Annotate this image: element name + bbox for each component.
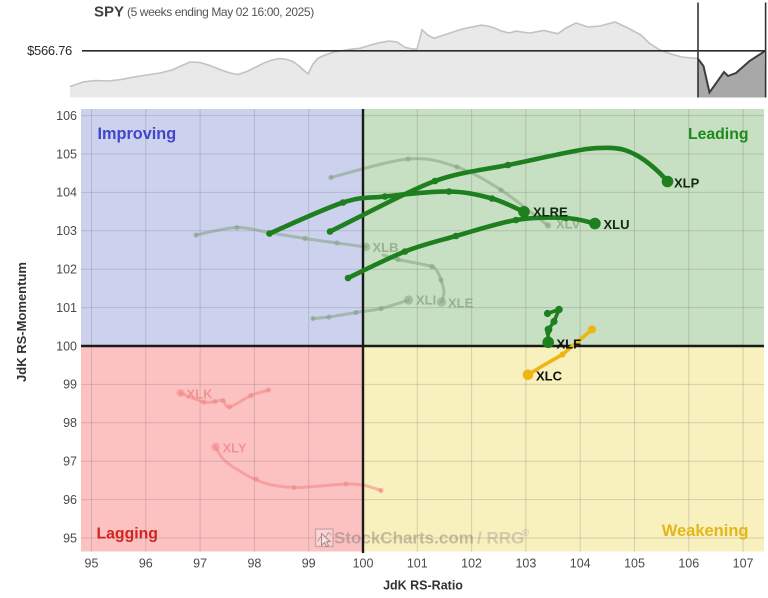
svg-text:106: 106 <box>56 109 77 123</box>
svg-text:Weakening: Weakening <box>662 522 749 540</box>
svg-text:106: 106 <box>678 557 699 571</box>
svg-text:95: 95 <box>63 531 77 545</box>
svg-text:102: 102 <box>56 263 77 277</box>
svg-text:100: 100 <box>353 557 374 571</box>
svg-text:103: 103 <box>56 224 77 238</box>
svg-text:JdK RS-Ratio: JdK RS-Ratio <box>383 579 463 593</box>
svg-text:Lagging: Lagging <box>97 526 158 543</box>
svg-text:99: 99 <box>63 378 77 392</box>
svg-text:96: 96 <box>139 557 153 571</box>
svg-text:XLI: XLI <box>416 293 436 308</box>
svg-text:96: 96 <box>63 493 77 507</box>
svg-text:®: ® <box>522 528 530 539</box>
svg-text:103: 103 <box>515 557 536 571</box>
svg-text:SPY: SPY <box>94 4 124 21</box>
svg-text:XLB: XLB <box>373 240 399 255</box>
svg-text:JdK RS-Momentum: JdK RS-Momentum <box>14 262 29 382</box>
svg-text:XLK: XLK <box>187 387 214 402</box>
svg-text:104: 104 <box>56 186 77 200</box>
svg-text:105: 105 <box>56 147 77 161</box>
svg-text:XLF: XLF <box>557 337 582 352</box>
svg-text:97: 97 <box>193 557 207 571</box>
svg-text:XLP: XLP <box>674 176 700 191</box>
svg-text:101: 101 <box>56 301 77 315</box>
svg-text:98: 98 <box>247 557 261 571</box>
svg-text:/ RRG: / RRG <box>477 529 524 548</box>
svg-text:105: 105 <box>624 557 645 571</box>
svg-text:107: 107 <box>733 557 754 571</box>
svg-text:StockCharts.com: StockCharts.com <box>334 529 474 548</box>
svg-text:95: 95 <box>85 557 99 571</box>
svg-text:98: 98 <box>63 416 77 430</box>
svg-text:XLY: XLY <box>223 441 247 456</box>
svg-text:99: 99 <box>302 557 316 571</box>
svg-text:XLE: XLE <box>448 296 474 311</box>
svg-text:Leading: Leading <box>688 126 749 143</box>
svg-text:XLC: XLC <box>536 369 563 384</box>
svg-text:XLU: XLU <box>604 217 630 232</box>
svg-text:101: 101 <box>407 557 428 571</box>
svg-text:97: 97 <box>63 455 77 469</box>
svg-text:102: 102 <box>461 557 482 571</box>
svg-text:XLRE: XLRE <box>533 205 568 220</box>
svg-text:104: 104 <box>570 557 591 571</box>
svg-text:Improving: Improving <box>98 125 177 143</box>
svg-text:$566.76: $566.76 <box>27 43 72 58</box>
svg-text:(5 weeks ending May 02 16:00,: (5 weeks ending May 02 16:00, 2025) <box>127 5 314 19</box>
svg-text:100: 100 <box>56 339 77 353</box>
